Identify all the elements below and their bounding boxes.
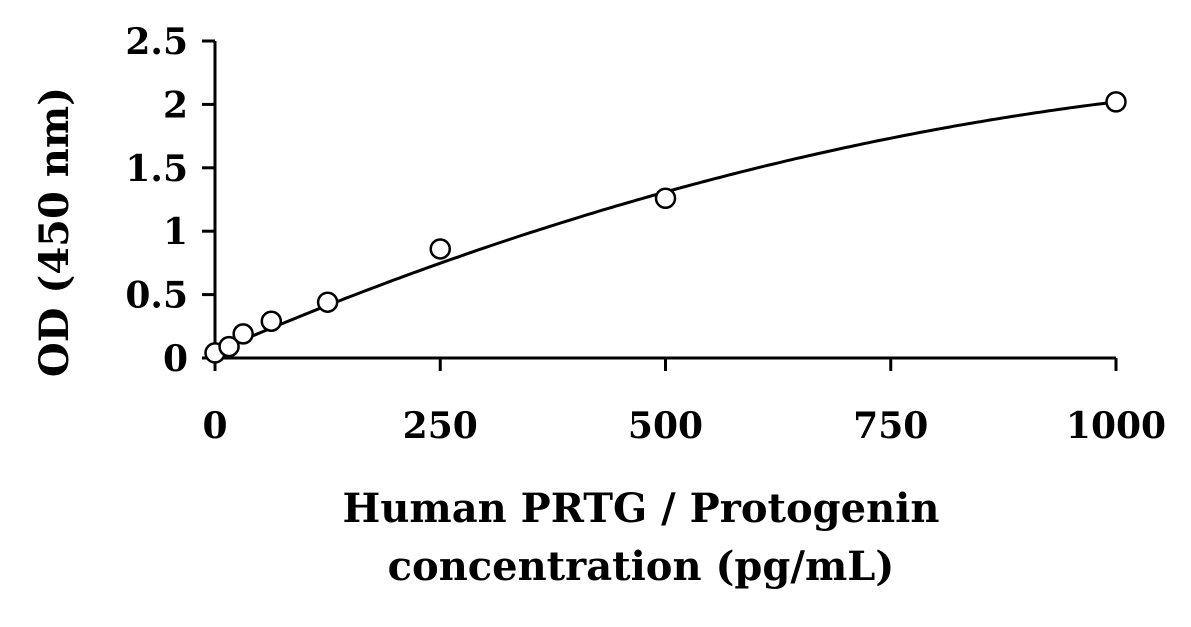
y-tick-label: 0.5 (125, 275, 188, 317)
y-axis: 0 0.5 1 1.5 2 2.5 (125, 21, 217, 380)
y-axis-title: OD (450 nm) (31, 87, 78, 377)
x-tick-label: 1000 (1066, 405, 1166, 447)
x-axis-title-line-1: Human PRTG / Protogenin (343, 485, 940, 532)
data-point (232, 323, 254, 345)
x-tick-label: 750 (853, 405, 928, 447)
data-point (654, 187, 677, 209)
y-tick-label: 1 (163, 211, 188, 253)
y-tick-label: 0 (163, 338, 188, 380)
x-tick-label: 500 (628, 405, 703, 447)
x-axis: 0 250 500 750 1000 (202, 356, 1166, 447)
data-point (260, 310, 283, 332)
fit-curve-layer (214, 100, 1117, 354)
fit-curve (214, 100, 1117, 354)
data-points-layer (204, 91, 1127, 364)
y-tick-label: 2.5 (125, 21, 188, 63)
axis-titles: Human PRTG / Protogenin concentration (p… (31, 87, 939, 590)
x-tick-label: 250 (403, 405, 478, 447)
y-tick-label: 2 (163, 84, 188, 126)
data-point (218, 335, 240, 358)
x-tick-label: 0 (202, 405, 227, 447)
data-point (1105, 91, 1127, 113)
data-point (429, 238, 451, 260)
data-point (316, 291, 339, 313)
y-tick-label: 1.5 (125, 148, 188, 190)
x-axis-title-line-2: concentration (pg/mL) (388, 543, 895, 590)
